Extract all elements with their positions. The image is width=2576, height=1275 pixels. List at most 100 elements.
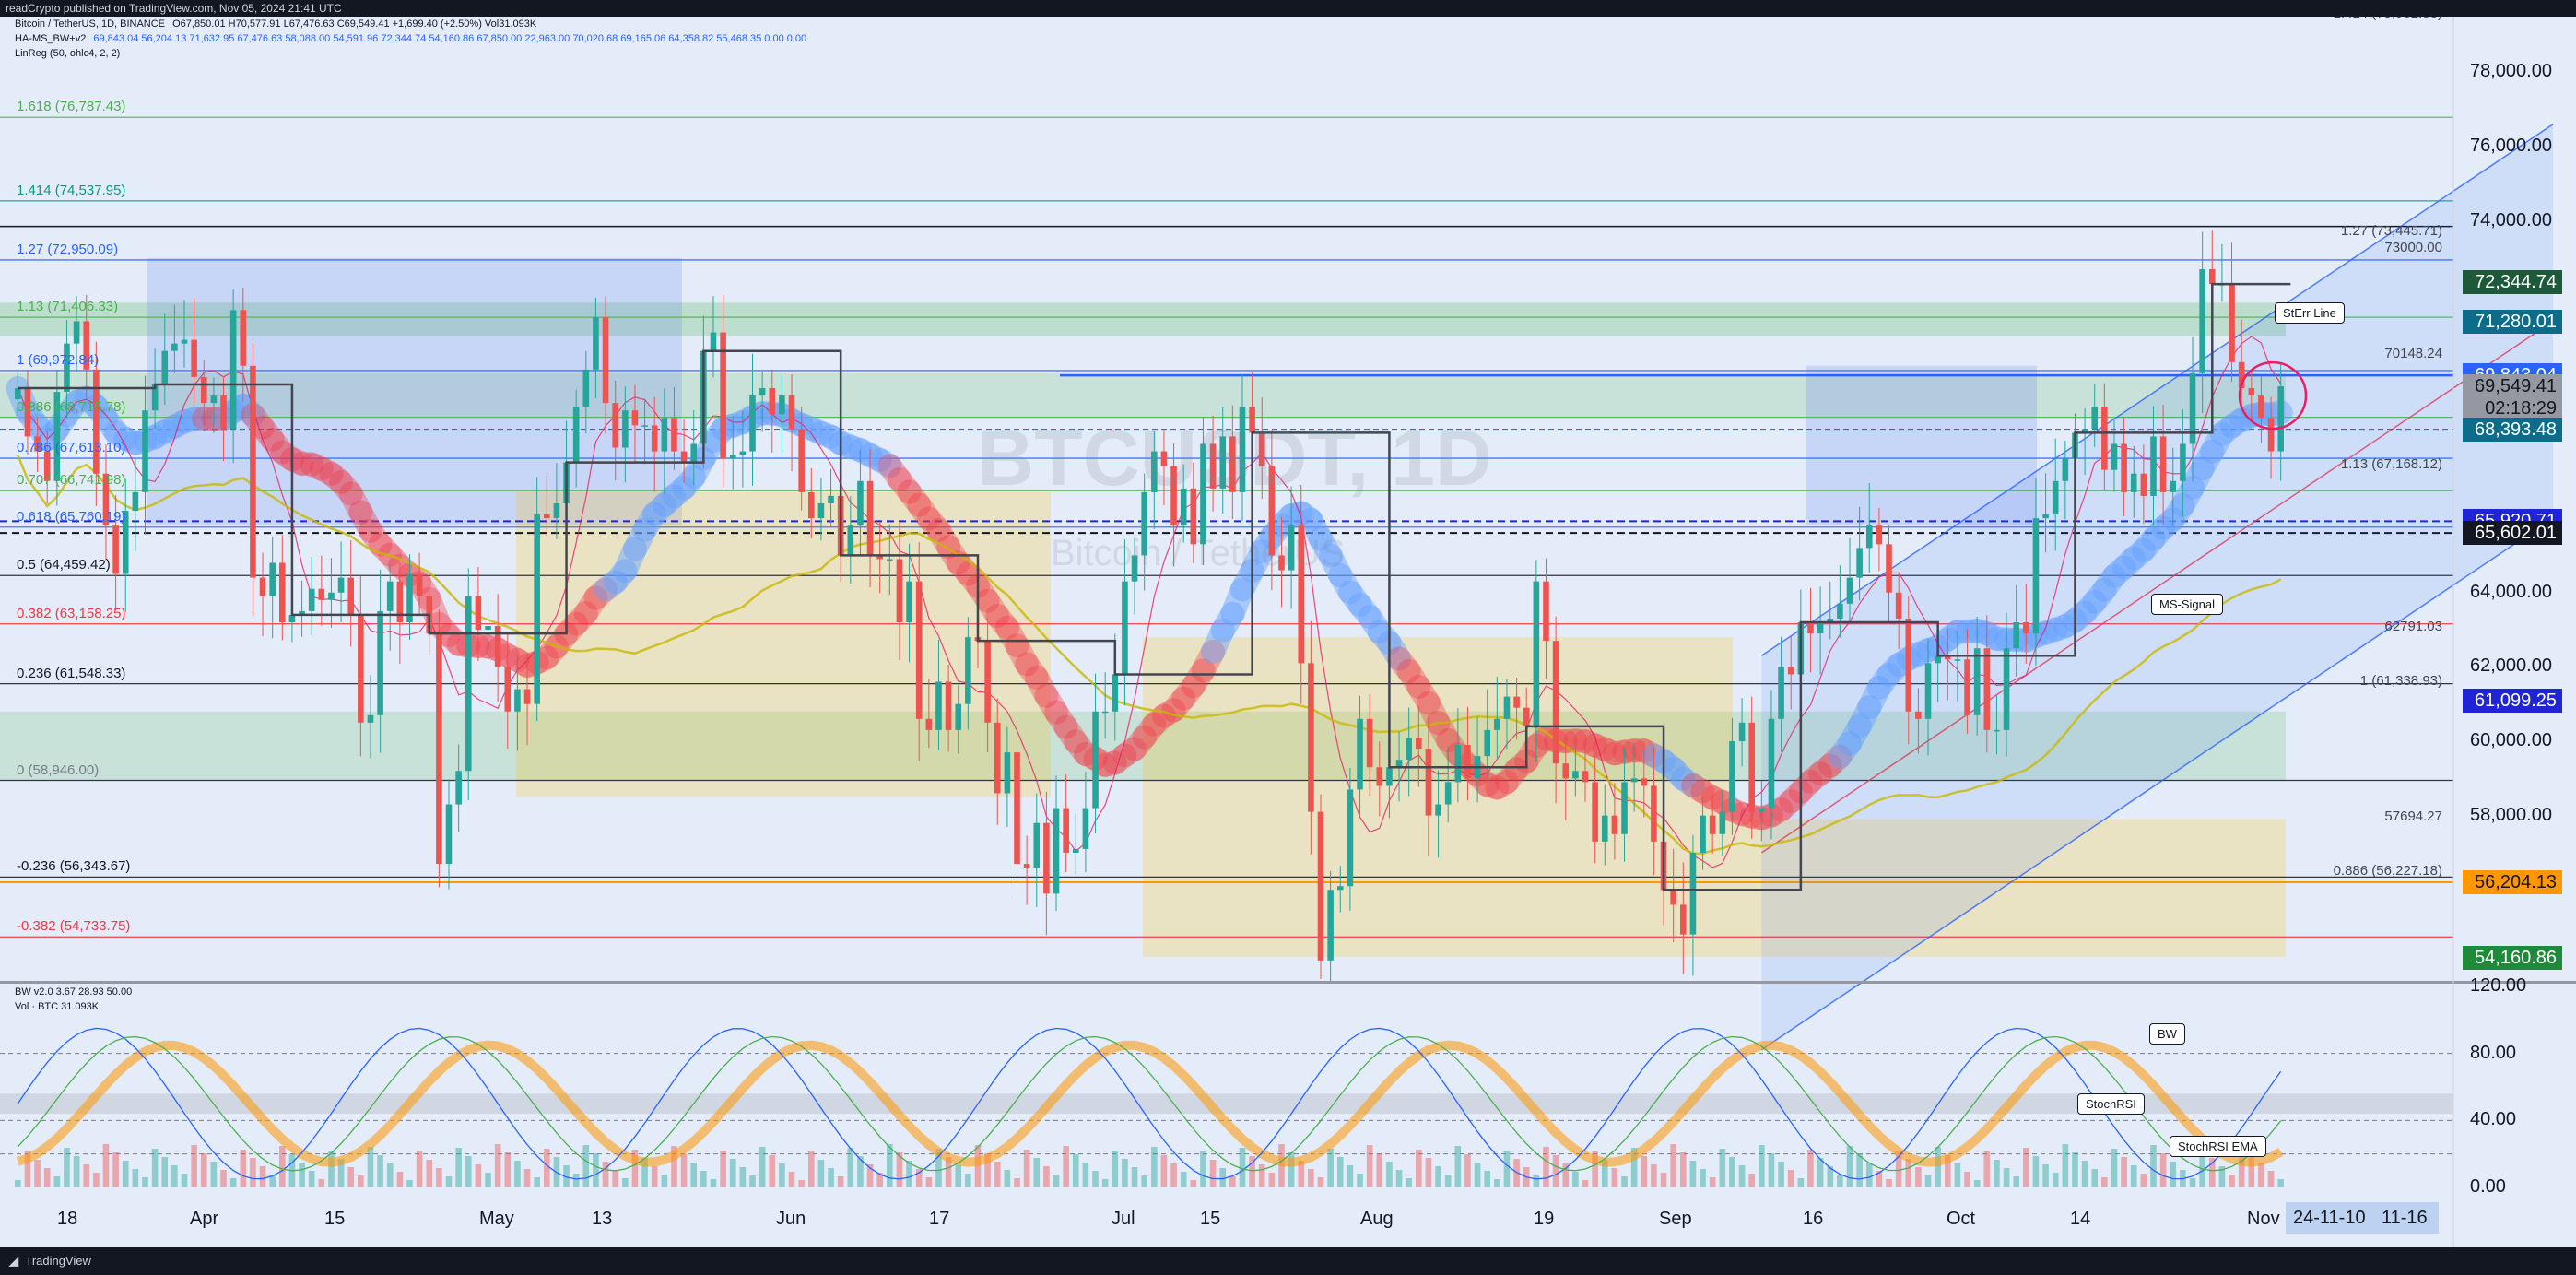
volume-bar: [612, 1170, 618, 1187]
ribbon-segment: [1739, 804, 1774, 831]
volume-bar: [455, 1148, 462, 1187]
volume-bar: [1865, 1163, 1873, 1187]
candle-body: [1395, 760, 1403, 768]
volume-bar: [1219, 1168, 1227, 1187]
volume-bar: [622, 1178, 629, 1187]
candle-body: [220, 395, 227, 430]
volume-bar: [1641, 1156, 1648, 1187]
candle-body: [1454, 745, 1462, 783]
footer: ◢ TradingView: [0, 1247, 2576, 1275]
candle-body: [1827, 618, 1834, 622]
ribbon-segment: [2014, 623, 2048, 653]
volume-bar: [386, 1163, 394, 1187]
ribbon-segment: [1416, 691, 1451, 736]
volume-bar: [1876, 1171, 1883, 1187]
chart-canvas[interactable]: [0, 17, 2576, 1247]
chart-area[interactable]: Bitcoin / TetherUS, 1D, BINANCE O67,850.…: [0, 17, 2576, 1247]
ribbon-segment: [1220, 577, 1254, 626]
volume-bar: [1004, 1170, 1011, 1187]
candle-body: [132, 491, 139, 512]
fib-label-left: 0.618 (65,760.19): [17, 508, 126, 525]
osc-axis-label: 80.00: [2470, 1042, 2517, 1063]
candle-body: [1092, 711, 1099, 809]
volume-bar: [1983, 1151, 1991, 1187]
candle-body: [534, 514, 540, 704]
fib-label-left: 1.618 (76,787.43): [17, 99, 126, 115]
ribbon-segment: [1798, 761, 1833, 794]
volume-bar: [1347, 1165, 1354, 1187]
candle-body: [769, 388, 776, 415]
volume-bar: [416, 1151, 423, 1187]
candle-body: [485, 626, 491, 631]
ribbon-segment: [1044, 700, 1078, 739]
volume-bar: [308, 1171, 315, 1187]
candle-body: [1464, 745, 1471, 779]
candle-body: [1552, 641, 1559, 764]
fib-label-left: 0.786 (67,613.10): [17, 440, 126, 456]
candle-body: [2238, 361, 2245, 389]
ribbon-segment: [1582, 733, 1617, 761]
volume-bar: [828, 1168, 834, 1187]
candle-body: [1151, 451, 1158, 492]
zone-green-top: [0, 302, 2286, 336]
volume-bar: [1513, 1159, 1520, 1187]
volume-bar: [1376, 1153, 1383, 1187]
volume-bar: [1680, 1152, 1687, 1187]
volume-bar: [1023, 1150, 1030, 1187]
ribbon-segment: [946, 550, 981, 586]
ribbon-segment: [2190, 439, 2225, 481]
ribbon-segment: [1142, 703, 1176, 737]
volume-bar: [965, 1174, 971, 1187]
ribbon-segment: [829, 431, 863, 459]
price-tag-9: 56,204.13: [2463, 870, 2562, 895]
candle-body: [866, 480, 874, 556]
candle-body: [416, 573, 423, 596]
ribbon-segment: [858, 443, 892, 473]
legend-symbol: Bitcoin / TetherUS, 1D, BINANCE O67,850.…: [15, 18, 541, 30]
volume-bar: [64, 1148, 70, 1187]
ribbon-segment: [2181, 456, 2215, 500]
zone-green-mid: [0, 372, 2286, 419]
pane-separator: [0, 981, 2576, 984]
volume-bar: [1288, 1152, 1295, 1187]
legend-indicator2: LinReg (50, ohlc4, 2, 2): [15, 48, 124, 59]
time-axis-label: 18: [57, 1209, 78, 1229]
fib-label-left: 0.5 (64,459.42): [17, 557, 111, 573]
volume-bar: [563, 1165, 570, 1187]
ribbon-segment: [1485, 770, 1519, 800]
volume-bar: [769, 1155, 776, 1187]
volume-bar: [2052, 1173, 2059, 1187]
candle-body: [523, 689, 531, 704]
candle-body: [1308, 663, 1314, 812]
fib-label-left: 1 (69,972.84): [17, 351, 100, 368]
candle-body: [1768, 718, 1775, 809]
candle-body: [229, 310, 237, 430]
volume-bar: [593, 1153, 599, 1187]
volume-bar: [191, 1145, 197, 1187]
price-tag-1: 71,280.01: [2463, 310, 2562, 335]
volume-bar: [866, 1164, 874, 1187]
candle-body: [671, 418, 677, 452]
volume-bar: [200, 1153, 207, 1187]
ribbon-segment: [143, 419, 177, 449]
candle-body: [34, 436, 41, 452]
candle-body: [102, 473, 110, 526]
candle-body: [1023, 864, 1030, 868]
ribbon-segment: [1652, 749, 1686, 781]
volume-bar: [396, 1172, 404, 1187]
volume-bar: [1797, 1178, 1805, 1187]
volume-bar: [132, 1169, 139, 1187]
volume-bar: [2081, 1161, 2088, 1187]
volume-bar: [2023, 1148, 2029, 1187]
volume-bar: [122, 1161, 129, 1187]
volume-bar: [1729, 1157, 1735, 1187]
candle-body: [1268, 466, 1276, 556]
candle-body: [1523, 707, 1530, 726]
candle-body: [1944, 655, 1951, 660]
candle-body: [1935, 655, 1941, 664]
ribbon-segment: [594, 570, 628, 602]
volume-bar: [436, 1168, 442, 1187]
volume-bar: [1924, 1175, 1932, 1187]
zone-green-low: [0, 711, 2286, 781]
volume-bar: [602, 1162, 609, 1187]
